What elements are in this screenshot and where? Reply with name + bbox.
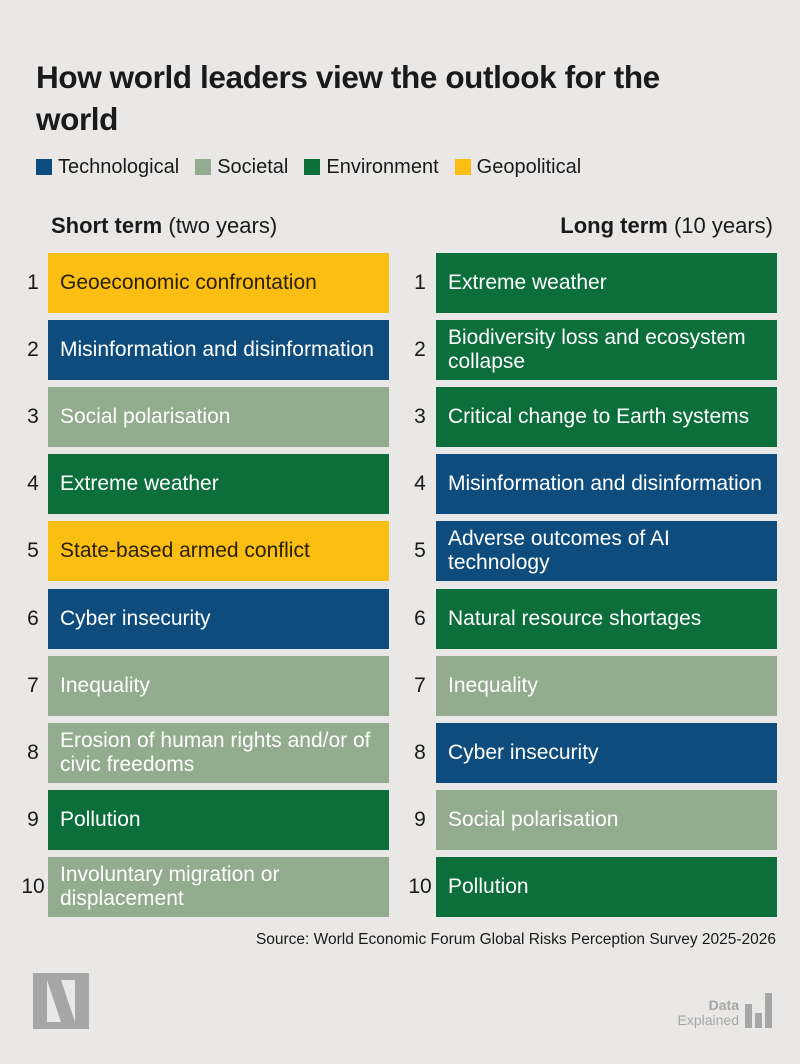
legend-swatch xyxy=(304,159,321,175)
short-term-risk-bar: Involuntary migration or displacement xyxy=(48,856,389,917)
rank-number: 2 xyxy=(27,338,39,362)
chart-title: How world leaders view the outlook for t… xyxy=(36,59,660,137)
rank-number: 4 xyxy=(27,472,39,496)
risk-label: Erosion of human rights and/or of civic … xyxy=(60,728,371,776)
risk-label: Cyber insecurity xyxy=(448,740,599,764)
long-term-risk-bar: Natural resource shortages xyxy=(436,588,777,649)
short-term-risk-bar: Extreme weather xyxy=(48,454,389,515)
legend-label: Technological xyxy=(58,156,180,178)
legend-swatch xyxy=(454,159,471,175)
legend-label: Societal xyxy=(217,156,289,178)
legend-swatch xyxy=(195,159,212,175)
legend: Technological Societal Environment Geopolit… xyxy=(36,155,581,179)
short-term-risk-bar: Erosion of human rights and/or of civic … xyxy=(48,722,389,783)
risk-label: Natural resource shortages xyxy=(448,606,702,630)
risk-label: Involuntary migration or displacement xyxy=(60,862,280,910)
short-term-heading-period: (two years) xyxy=(168,213,278,238)
rank-number: 10 xyxy=(408,874,432,898)
short-term-heading-bold: Short term xyxy=(51,213,163,238)
short-term-risk-bar: Geoeconomic confrontation xyxy=(48,253,389,313)
risk-label: Social polarisation xyxy=(60,405,231,429)
risk-label: Social polarisation xyxy=(448,807,619,831)
short-term-risk-bar: Inequality xyxy=(48,655,389,716)
legend-label: Environment xyxy=(326,156,439,178)
rank-number: 6 xyxy=(414,606,426,630)
risk-label: Geoeconomic confrontation xyxy=(60,271,317,294)
risk-label: Misinformation and disinformation xyxy=(60,338,374,362)
legend-item-societal: Societal xyxy=(195,155,288,179)
long-term-risk-bar: Adverse outcomes of AI technology xyxy=(436,521,777,582)
risk-label: Misinformation and disinformation xyxy=(448,472,762,496)
risk-label: Cyber insecurity xyxy=(60,606,211,630)
source-note: Source: World Economic Forum Global Risk… xyxy=(255,931,776,948)
bar-icon xyxy=(755,1013,762,1028)
long-term-heading-bold: Long term xyxy=(560,213,668,238)
bar-icon xyxy=(745,1004,752,1028)
rank-number: 8 xyxy=(414,740,426,764)
bar-icon xyxy=(765,993,772,1028)
rank-number: 3 xyxy=(414,405,426,429)
short-term-risk-bar: Cyber insecurity xyxy=(48,588,389,649)
rank-number: 7 xyxy=(27,673,39,697)
rank-number: 2 xyxy=(414,338,426,362)
risk-label: Critical change to Earth systems xyxy=(448,405,750,429)
long-term-risk-bar: Pollution xyxy=(436,856,777,917)
risk-label: Adverse outcomes of AI technology xyxy=(448,527,670,575)
rank-number: 9 xyxy=(414,807,426,831)
data-explained-line1: Data xyxy=(708,997,739,1013)
long-term-risk-bar: Misinformation and disinformation xyxy=(436,454,777,515)
risk-label: Inequality xyxy=(448,673,538,697)
long-term-risk-bar: Inequality xyxy=(436,655,777,716)
risk-label: Biodiversity loss and ecosystem collapse xyxy=(448,326,746,374)
data-explained-line2: Explained xyxy=(677,1012,740,1028)
long-term-heading-period: (10 years) xyxy=(673,213,773,238)
legend-swatch xyxy=(36,159,52,175)
long-term-risk-bar: Extreme weather xyxy=(436,253,777,313)
long-term-risk-bar: Social polarisation xyxy=(436,789,777,850)
short-term-risk-bar: Pollution xyxy=(48,789,389,850)
legend-item-environment: Environment xyxy=(304,155,439,179)
risk-label: Pollution xyxy=(448,874,529,898)
risk-label: Extreme weather xyxy=(448,271,607,294)
short-term-risk-bar: Misinformation and disinformation xyxy=(48,320,389,381)
the-national-logo xyxy=(33,973,89,1034)
rank-number: 7 xyxy=(414,673,426,697)
risk-label: Pollution xyxy=(60,807,141,831)
legend-item-geopolitical: Geopolitical xyxy=(454,155,582,179)
short-term-heading: Short term (two years) xyxy=(51,212,277,240)
rank-number: 9 xyxy=(27,807,39,831)
risk-label: Inequality xyxy=(60,673,150,697)
legend-item-technological: Technological xyxy=(36,155,179,179)
rank-number: 8 xyxy=(27,740,39,764)
rank-number: 1 xyxy=(414,271,426,294)
long-term-heading: Long term (10 years) xyxy=(560,212,773,240)
short-term-risk-bar: State-based armed conflict xyxy=(48,521,389,582)
rank-number: 5 xyxy=(414,539,426,563)
short-term-risk-bar: Social polarisation xyxy=(48,387,389,448)
legend-label: Geopolitical xyxy=(476,156,582,178)
rank-number: 10 xyxy=(21,874,45,898)
risk-label: Extreme weather xyxy=(60,472,219,496)
long-term-risk-bar: Cyber insecurity xyxy=(436,722,777,783)
rank-number: 6 xyxy=(27,606,39,630)
long-term-risk-bar: Critical change to Earth systems xyxy=(436,387,777,448)
rank-number: 3 xyxy=(27,405,39,429)
data-explained-logo: Data Explained xyxy=(677,993,772,1028)
long-term-risk-bar: Biodiversity loss and ecosystem collapse xyxy=(436,320,777,381)
rank-number: 5 xyxy=(27,539,39,563)
rank-number: 1 xyxy=(27,271,39,294)
risk-label: State-based armed conflict xyxy=(60,539,310,563)
rank-number: 4 xyxy=(414,472,426,496)
